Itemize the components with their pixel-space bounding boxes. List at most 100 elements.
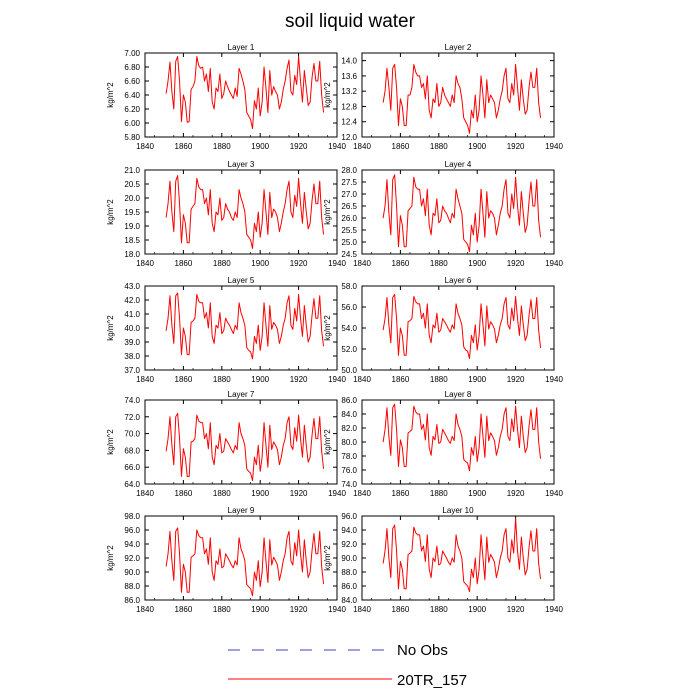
figure-title: soil liquid water <box>285 11 416 32</box>
panel-title: Layer 1 <box>228 43 255 52</box>
x-tick-label: 1920 <box>507 259 525 268</box>
y-tick-label: 19.0 <box>124 222 140 231</box>
y-tick-label: 98.0 <box>124 512 140 521</box>
x-tick-label: 1920 <box>507 142 525 151</box>
y-tick-label: 42.0 <box>124 296 140 305</box>
series-line-20tr-157 <box>382 174 542 253</box>
series-line-20tr-157 <box>165 527 325 597</box>
x-tick-label: 1840 <box>136 142 154 151</box>
y-tick-label: 54.0 <box>341 324 357 333</box>
y-tick-label: 19.5 <box>124 208 140 217</box>
y-axis-label: kg/m^2 <box>323 545 332 571</box>
x-tick-label: 1880 <box>213 489 231 498</box>
x-tick-label: 1920 <box>290 142 308 151</box>
plot-frame <box>361 169 555 255</box>
y-tick-label: 39.0 <box>124 338 140 347</box>
x-tick-label: 1860 <box>392 375 410 384</box>
y-tick-label: 12.4 <box>341 118 357 127</box>
series-line-20tr-157 <box>382 293 542 359</box>
panel-title: Layer 6 <box>445 276 472 285</box>
x-tick-label: 1840 <box>353 605 371 614</box>
x-tick-label: 1840 <box>136 605 154 614</box>
panel-layer-1: Layer 1 1840 1860 1880 1900 1920 1940 5.80 6.00 6… <box>106 43 346 151</box>
panel-title: Layer 9 <box>228 506 255 515</box>
series-line-20tr-157 <box>382 63 542 134</box>
y-tick-label: 90.0 <box>124 568 140 577</box>
legend-no-obs-label: No Obs <box>397 642 448 659</box>
y-tick-label: 72.0 <box>124 413 140 422</box>
panel-title: Layer 4 <box>445 160 472 169</box>
y-tick-label: 18.0 <box>124 250 140 259</box>
x-tick-label: 1920 <box>507 489 525 498</box>
panel-title: Layer 10 <box>442 506 474 515</box>
y-tick-label: 52.0 <box>341 345 357 354</box>
y-axis-label: kg/m^2 <box>323 199 332 225</box>
y-tick-label: 74.0 <box>124 396 140 405</box>
series-line-20tr-157 <box>165 56 325 130</box>
y-tick-label: 64.0 <box>124 480 140 489</box>
x-tick-label: 1940 <box>545 375 563 384</box>
x-tick-label: 1900 <box>468 375 486 384</box>
y-tick-label: 84.0 <box>341 596 357 605</box>
x-tick-label: 1920 <box>290 489 308 498</box>
y-tick-label: 26.0 <box>341 214 357 223</box>
x-tick-label: 1880 <box>213 142 231 151</box>
y-tick-label: 94.0 <box>124 540 140 549</box>
y-axis-label: kg/m^2 <box>106 429 115 455</box>
y-tick-label: 6.80 <box>124 63 140 72</box>
y-tick-label: 50.0 <box>341 366 357 375</box>
x-tick-label: 1860 <box>392 489 410 498</box>
x-tick-label: 1920 <box>290 375 308 384</box>
y-tick-label: 12.0 <box>341 133 357 142</box>
x-tick-label: 1940 <box>545 489 563 498</box>
y-tick-label: 27.0 <box>341 190 357 199</box>
y-tick-label: 12.8 <box>341 102 357 111</box>
y-tick-label: 84.0 <box>341 410 357 419</box>
y-tick-label: 6.20 <box>124 105 140 114</box>
x-tick-label: 1940 <box>328 489 346 498</box>
y-tick-label: 74.0 <box>341 480 357 489</box>
y-tick-label: 27.5 <box>341 178 357 187</box>
series-line-20tr-157 <box>382 517 542 593</box>
y-tick-label: 86.0 <box>341 396 357 405</box>
y-tick-label: 41.0 <box>124 310 140 319</box>
y-tick-label: 80.0 <box>341 438 357 447</box>
y-tick-label: 7.00 <box>124 49 140 58</box>
x-tick-label: 1920 <box>290 605 308 614</box>
y-axis-label: kg/m^2 <box>323 82 332 108</box>
y-axis-label: kg/m^2 <box>106 545 115 571</box>
y-tick-label: 37.0 <box>124 366 140 375</box>
y-tick-label: 13.2 <box>341 87 357 96</box>
y-tick-label: 20.5 <box>124 180 140 189</box>
x-tick-label: 1840 <box>136 375 154 384</box>
legend-20tr-157-label: 20TR_157 <box>397 672 467 689</box>
y-tick-label: 82.0 <box>341 424 357 433</box>
x-tick-label: 1940 <box>545 142 563 151</box>
x-tick-label: 1920 <box>290 259 308 268</box>
y-tick-label: 6.60 <box>124 77 140 86</box>
y-tick-label: 90.0 <box>341 554 357 563</box>
x-tick-label: 1840 <box>353 375 371 384</box>
x-tick-label: 1940 <box>545 605 563 614</box>
y-tick-label: 13.6 <box>341 72 357 81</box>
y-tick-label: 86.0 <box>341 582 357 591</box>
x-tick-label: 1900 <box>468 259 486 268</box>
series-line-20tr-157 <box>165 292 325 360</box>
x-tick-label: 1860 <box>175 605 193 614</box>
x-tick-label: 1900 <box>468 489 486 498</box>
panel-title: Layer 3 <box>228 160 255 169</box>
x-tick-label: 1880 <box>430 259 448 268</box>
y-axis-label: kg/m^2 <box>323 429 332 455</box>
x-tick-label: 1840 <box>136 489 154 498</box>
plot-frame <box>361 52 555 138</box>
y-tick-label: 56.0 <box>341 303 357 312</box>
y-tick-label: 6.40 <box>124 91 140 100</box>
panel-title: Layer 2 <box>445 43 472 52</box>
x-tick-label: 1840 <box>136 259 154 268</box>
x-tick-label: 1860 <box>175 142 193 151</box>
panels-grid: Layer 1 1840 1860 1880 1900 1920 1940 5.80 6.00 6… <box>106 43 563 614</box>
